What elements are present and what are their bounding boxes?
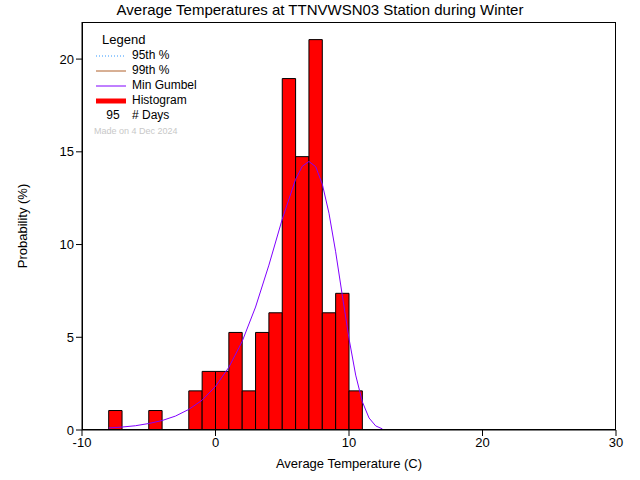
html-text:Legend: Legend (102, 32, 146, 47)
html-text:95th %: 95th % (132, 48, 170, 62)
svg-text:20: 20 (60, 52, 74, 67)
svg-text:15: 15 (60, 144, 74, 159)
svg-text:0: 0 (67, 423, 74, 438)
html-text:Histogram: Histogram (132, 93, 187, 107)
html-text:95: 95 (106, 108, 120, 122)
svg-text:20: 20 (475, 435, 489, 450)
html-text:99th %: 99th % (132, 63, 170, 77)
html-text:# Days: # Days (132, 108, 170, 122)
svg-text:-10: -10 (73, 435, 92, 450)
html-text:Average Temperatures at TTNVWS: Average Temperatures at TTNVWSN03 Statio… (116, 1, 524, 18)
svg-text:10: 10 (60, 237, 74, 252)
svg-text:0: 0 (212, 435, 219, 450)
svg-text:Probability (%): Probability (%) (15, 184, 30, 269)
html-text:Min Gumbel: Min Gumbel (132, 78, 197, 92)
svg-text:5: 5 (67, 330, 74, 345)
html-text:Made on 4 Dec 2024: Made on 4 Dec 2024 (94, 126, 178, 136)
svg-text:Average Temperature (C): Average Temperature (C) (276, 456, 422, 471)
svg-text:10: 10 (342, 435, 356, 450)
svg-text:30: 30 (609, 435, 623, 450)
